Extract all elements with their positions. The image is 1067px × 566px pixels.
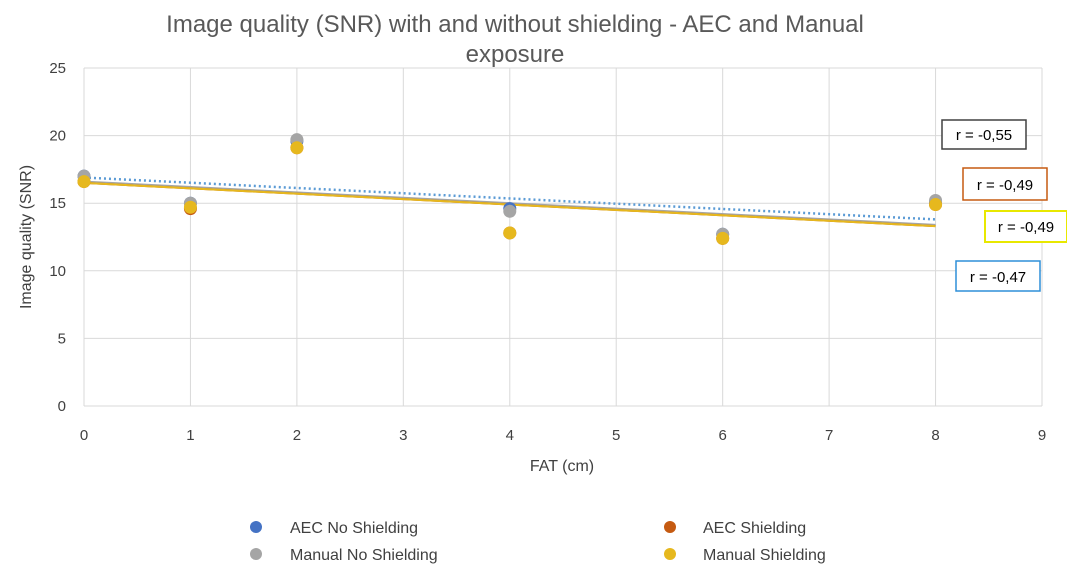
- x-axis-label: FAT (cm): [530, 458, 594, 475]
- annotation-r-3-box: [984, 210, 1067, 243]
- y-tick-label-15: 15: [49, 195, 66, 212]
- data-points: [77, 133, 943, 245]
- annotation-r-4-text: r = -0,47: [970, 269, 1026, 286]
- x-tick-label-6: 6: [718, 427, 726, 444]
- y-tick-label-25: 25: [49, 60, 66, 77]
- annotation-r-4: r = -0,47: [955, 260, 1041, 292]
- y-tick-label-0: 0: [58, 398, 66, 415]
- x-tick-label-3: 3: [399, 427, 407, 444]
- annotation-r-2-box: [962, 167, 1048, 201]
- legend-label-aec-shielding: AEC Shielding: [703, 520, 806, 537]
- chart-title-line-2: exposure: [466, 41, 565, 68]
- annotation-r-2: r = -0,49: [962, 167, 1048, 201]
- legend-item-aec-shielding: AEC Shielding: [664, 520, 806, 537]
- x-tick-label-2: 2: [293, 427, 301, 444]
- x-tick-label-0: 0: [80, 427, 88, 444]
- point-manual-shielding-0: [77, 175, 91, 189]
- x-tick-label-9: 9: [1038, 427, 1046, 444]
- annotation-r-1: r = -0,55: [941, 119, 1027, 150]
- annotation-r-3-text: r = -0,49: [998, 219, 1054, 236]
- legend-item-manual-no-shielding: Manual No Shielding: [250, 547, 438, 564]
- annotation-r-1-box: [941, 119, 1027, 150]
- annotation-r-2-text: r = -0,49: [977, 177, 1033, 194]
- point-manual-no-shielding-3: [503, 204, 517, 218]
- x-tick-label-4: 4: [506, 427, 514, 444]
- legend-marker-manual-shielding: [664, 548, 676, 560]
- annotation-r-1-text: r = -0,55: [956, 127, 1012, 144]
- x-tick-label-1: 1: [186, 427, 194, 444]
- legend-label-manual-no-shielding: Manual No Shielding: [290, 547, 438, 564]
- legend-label-aec-no-shielding: AEC No Shielding: [290, 520, 418, 537]
- legend-marker-aec-shielding: [664, 521, 676, 533]
- x-tick-label-7: 7: [825, 427, 833, 444]
- y-tick-label-5: 5: [58, 330, 66, 347]
- point-manual-shielding-5: [929, 198, 943, 212]
- x-tick-label-8: 8: [931, 427, 939, 444]
- point-manual-shielding-4: [716, 231, 730, 245]
- x-tick-labels: 0 1 2 3 4 5 6 7 8 9: [80, 427, 1046, 444]
- legend-marker-manual-no-shielding: [250, 548, 262, 560]
- point-manual-shielding-1: [183, 200, 197, 214]
- y-axis-label: Image quality (SNR): [18, 165, 35, 309]
- legend-label-manual-shielding: Manual Shielding: [703, 547, 826, 564]
- annotation-r-3: r = -0,49: [984, 210, 1067, 243]
- legend-item-aec-no-shielding: AEC No Shielding: [250, 520, 418, 537]
- x-tick-label-5: 5: [612, 427, 620, 444]
- y-tick-labels: 0 5 10 15 20 25: [49, 60, 66, 415]
- y-tick-label-10: 10: [49, 263, 66, 280]
- point-manual-shielding-2: [290, 141, 304, 155]
- y-tick-label-20: 20: [49, 128, 66, 145]
- legend-item-manual-shielding: Manual Shielding: [664, 547, 826, 564]
- point-manual-shielding-3: [503, 226, 517, 240]
- chart-title-line-1: Image quality (SNR) with and without shi…: [166, 11, 864, 38]
- trendline-1: [83, 176, 936, 221]
- legend-marker-aec-no-shielding: [250, 521, 262, 533]
- annotation-r-4-box: [955, 260, 1041, 292]
- legend: AEC No Shielding AEC Shielding Manual No…: [250, 520, 826, 564]
